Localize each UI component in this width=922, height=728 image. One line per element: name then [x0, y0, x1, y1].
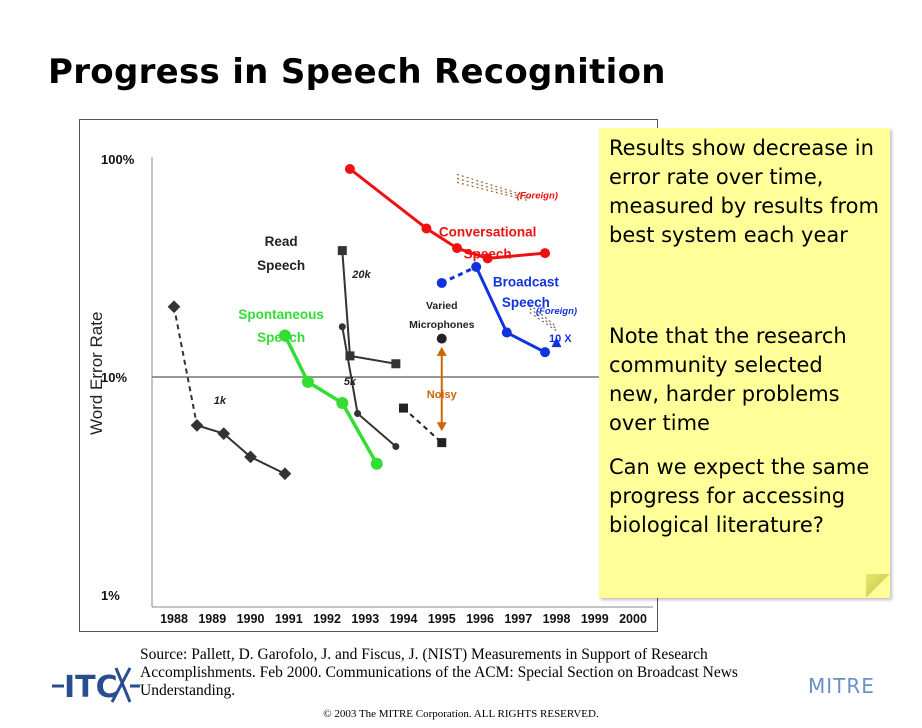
data-point	[482, 253, 493, 264]
copyright: © 2003 The MITRE Corporation. ALL RIGHTS…	[323, 708, 599, 720]
chart-annotation: 20k	[351, 269, 371, 281]
data-point	[354, 410, 362, 418]
series-segment	[340, 402, 379, 465]
data-point	[436, 333, 447, 344]
x-tick-label: 1988	[160, 612, 188, 626]
data-point	[338, 323, 346, 331]
series-segment	[425, 227, 458, 250]
data-point	[244, 450, 257, 464]
series-segment	[349, 354, 397, 365]
note-paragraph-3: Can we expect the same progress for acce…	[609, 455, 870, 537]
chart-annotation: Varied	[426, 300, 458, 312]
chart-annotation: Conversational	[439, 225, 537, 240]
chart-annotation: 10 X	[549, 333, 572, 345]
chart-annotation: (Foreign)	[536, 306, 577, 317]
data-point	[540, 248, 551, 259]
chart-annotation: Read	[265, 234, 298, 249]
series-segment	[283, 334, 310, 383]
chart-annotation: Noisy	[427, 389, 458, 401]
x-tick-label: 2000	[619, 612, 647, 626]
x-tick-label: 1996	[466, 612, 494, 626]
chart-frame: 100% 10% 1% Word Error Rate 1988 1989 1990 1991…	[79, 119, 658, 632]
data-point	[437, 438, 447, 448]
data-point	[301, 375, 314, 388]
data-point	[344, 163, 355, 174]
data-point	[190, 418, 204, 432]
chart-annotation: (Foreign)	[517, 190, 558, 201]
word-error-rate-chart: 100% 10% 1% Word Error Rate 1988 1989 1990 1991…	[87, 152, 653, 626]
y-tick-label: 100%	[101, 152, 135, 167]
chart-annotation: Spontaneous	[238, 307, 324, 322]
foreign-trend-line	[529, 308, 557, 330]
data-point	[452, 243, 463, 254]
data-point	[278, 467, 292, 481]
data-point	[337, 246, 347, 256]
x-tick-label: 1997	[504, 612, 532, 626]
data-point	[471, 261, 482, 272]
series-segment	[173, 306, 198, 426]
data-point	[501, 327, 512, 338]
data-point	[217, 427, 231, 440]
x-tick-label: 1998	[543, 612, 571, 626]
series-segment	[306, 380, 344, 405]
x-tick-label: 1999	[581, 612, 609, 626]
y-tick-label: 10%	[101, 370, 127, 385]
series-segment	[356, 412, 397, 448]
data-point	[370, 457, 383, 470]
chart-annotation: 1k	[214, 395, 227, 407]
noisy-arrow-down-icon	[436, 422, 447, 432]
data-point	[336, 396, 349, 409]
note-paragraph-2: Note that the research community selecte…	[609, 324, 847, 435]
series-segment	[223, 432, 252, 458]
x-tick-label: 1993	[351, 612, 379, 626]
svg-text:ITC: ITC	[64, 670, 118, 705]
series-segment	[456, 246, 489, 260]
chart-annotation: Speech	[502, 295, 550, 310]
x-tick-label: 1995	[428, 612, 456, 626]
foreign-trend-line	[529, 312, 557, 332]
chart-annotation: 5k	[344, 376, 357, 388]
sticky-note: Results show decrease in error rate over…	[599, 128, 890, 598]
x-tick-label: 1992	[313, 612, 341, 626]
data-point	[392, 442, 400, 450]
chart-annotation: Broadcast	[493, 275, 560, 290]
chart-annotation: Speech	[257, 330, 305, 345]
series-segment	[487, 251, 546, 260]
data-point	[345, 351, 355, 361]
series-segment	[441, 265, 477, 285]
chart-annotation: Microphones	[409, 319, 474, 331]
itc-logo-icon: ITC	[52, 667, 140, 705]
series-segment	[250, 456, 286, 475]
data-point	[167, 300, 181, 314]
x-tick-label: 1991	[275, 612, 303, 626]
x-tick-label: 1994	[390, 612, 418, 626]
slide-title: Progress in Speech Recognition	[48, 52, 666, 92]
y-axis-label: Word Error Rate	[87, 312, 106, 435]
series-segment	[474, 266, 509, 334]
note-curl-icon	[866, 574, 890, 598]
mitre-logo: MITRE	[808, 674, 875, 698]
noisy-arrow-up-icon	[436, 346, 447, 356]
series-segment	[506, 331, 546, 354]
y-tick-label: 1%	[101, 588, 120, 603]
data-point	[391, 359, 401, 369]
chart-annotation: Speech	[464, 246, 512, 261]
series-segment	[402, 407, 443, 444]
data-point	[436, 277, 447, 288]
series-segment	[341, 250, 351, 356]
data-point	[278, 329, 291, 342]
x-tick-label: 1990	[237, 612, 265, 626]
data-point	[421, 223, 432, 234]
chart-annotation: Speech	[257, 258, 305, 273]
foreign-trend-line	[529, 304, 557, 328]
10x-triangle-icon	[551, 337, 562, 348]
data-point	[399, 403, 408, 413]
source-citation: Source: Pallett, D. Garofolo, J. and Fis…	[140, 646, 738, 699]
note-paragraph-1: Results show decrease in error rate over…	[609, 136, 879, 247]
x-tick-label: 1989	[198, 612, 226, 626]
series-segment	[349, 167, 428, 230]
series-segment	[341, 326, 359, 414]
data-point	[540, 347, 551, 358]
